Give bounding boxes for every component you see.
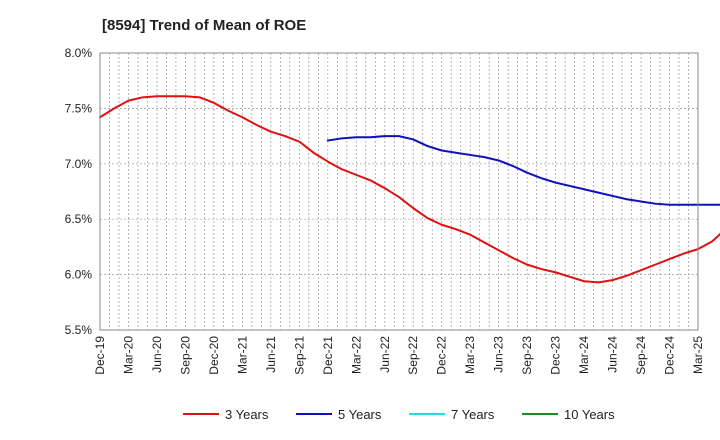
- x-tick-label: Dec-21: [321, 336, 335, 375]
- x-tick-label: Mar-20: [121, 336, 135, 374]
- legend-label-7-years: 7 Years: [451, 407, 495, 422]
- x-tick-label: Jun-24: [606, 336, 620, 373]
- x-tick-label: Mar-25: [691, 336, 705, 374]
- x-tick-label: Jun-21: [264, 336, 278, 373]
- series-line-5-years: [326, 135, 720, 206]
- x-tick-label: Mar-24: [577, 336, 591, 374]
- x-tick-label: Jun-23: [492, 336, 506, 373]
- y-tick-label: 6.0%: [65, 268, 93, 282]
- x-tick-label: Dec-24: [663, 336, 677, 375]
- y-tick-label: 7.5%: [65, 101, 93, 115]
- plot-area-border: [99, 52, 699, 331]
- legend-label-3-years: 3 Years: [225, 407, 269, 422]
- x-tick-label: Dec-22: [435, 336, 449, 375]
- x-tick-label: Sep-21: [292, 336, 306, 375]
- y-tick-label: 8.0%: [65, 46, 93, 60]
- x-tick-label: Dec-20: [207, 336, 221, 375]
- grid-layer: [100, 53, 698, 330]
- x-tick-label: Dec-23: [549, 336, 563, 375]
- x-tick-label: Dec-19: [93, 336, 107, 375]
- series-line-3-years: [99, 95, 720, 284]
- x-tick-label: Jun-20: [150, 336, 164, 373]
- legend-label-10-years: 10 Years: [564, 407, 615, 422]
- x-tick-label: Sep-22: [406, 336, 420, 375]
- legend-label-5-years: 5 Years: [338, 407, 382, 422]
- x-tick-label: Mar-23: [463, 336, 477, 374]
- series-layer: [99, 95, 720, 284]
- x-tick-label: Mar-22: [349, 336, 363, 374]
- x-tick-label: Sep-24: [634, 336, 648, 375]
- x-tick-label: Sep-20: [178, 336, 192, 375]
- x-tick-label: Sep-23: [520, 336, 534, 375]
- y-tick-label: 7.0%: [65, 157, 93, 171]
- y-ticks: 8.0% 7.5% 7.0% 6.5% 6.0% 5.5%: [65, 46, 93, 337]
- chart-title: [8594] Trend of Mean of ROE: [102, 17, 306, 34]
- x-ticks: Dec-19 Mar-20 Jun-20 Sep-20 Dec-20 Mar-21 Jun-…: [93, 336, 705, 375]
- x-tick-label: Mar-21: [235, 336, 249, 374]
- y-tick-label: 5.5%: [65, 323, 93, 337]
- legend: 3 Years 5 Years 7 Years 10 Years: [183, 407, 615, 422]
- x-tick-label: Jun-22: [378, 336, 392, 373]
- y-tick-label: 6.5%: [65, 212, 93, 226]
